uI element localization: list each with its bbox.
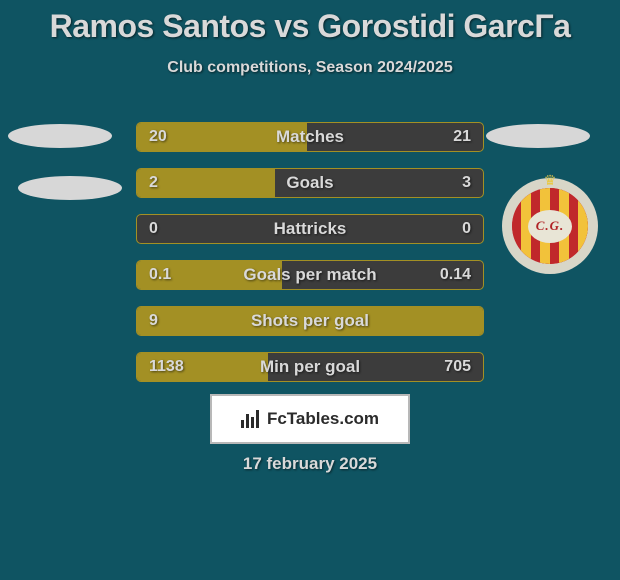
brand-badge: FcTables.com	[210, 394, 410, 444]
comparison-card: Ramos Santos vs Gorostidi GarcΓa Club co…	[0, 0, 620, 580]
player-left-avatar-placeholder	[8, 124, 112, 148]
stat-label: Hattricks	[137, 219, 483, 239]
crown-icon: ♛	[544, 172, 557, 189]
stat-bar-fill	[137, 123, 307, 151]
stat-row: 20Matches21	[136, 122, 484, 152]
stat-row: 0Hattricks0	[136, 214, 484, 244]
club-badge-initials: C.G.	[528, 210, 572, 243]
stat-value-left: 0	[149, 220, 158, 238]
player-left-club-placeholder	[18, 176, 122, 200]
club-badge-inner: C.G.	[512, 188, 588, 264]
stat-row: 0.1Goals per match0.14	[136, 260, 484, 290]
page-subtitle: Club competitions, Season 2024/2025	[0, 59, 620, 77]
stat-value-right: 3	[462, 174, 471, 192]
stats-bars: 20Matches21 2Goals3 0Hattricks0 0.1Goals pe…	[136, 122, 484, 398]
stat-row: 2Goals3	[136, 168, 484, 198]
stat-bar-fill	[137, 307, 483, 335]
stat-value-right: 0	[462, 220, 471, 238]
stat-bar-fill	[137, 169, 275, 197]
stat-value-right: 705	[444, 358, 471, 376]
stat-value-right: 21	[453, 128, 471, 146]
stat-value-right: 0.14	[440, 266, 471, 284]
chart-icon	[241, 410, 261, 428]
page-title: Ramos Santos vs Gorostidi GarcΓa	[0, 0, 620, 45]
stat-bar-fill	[137, 261, 282, 289]
stat-row: 9Shots per goal	[136, 306, 484, 336]
player-right-avatar-placeholder	[486, 124, 590, 148]
footer-date: 17 february 2025	[0, 454, 620, 474]
stat-row: 1138Min per goal705	[136, 352, 484, 382]
brand-text: FcTables.com	[267, 409, 379, 429]
club-badge: ♛ C.G.	[502, 178, 598, 274]
stat-bar-fill	[137, 353, 268, 381]
